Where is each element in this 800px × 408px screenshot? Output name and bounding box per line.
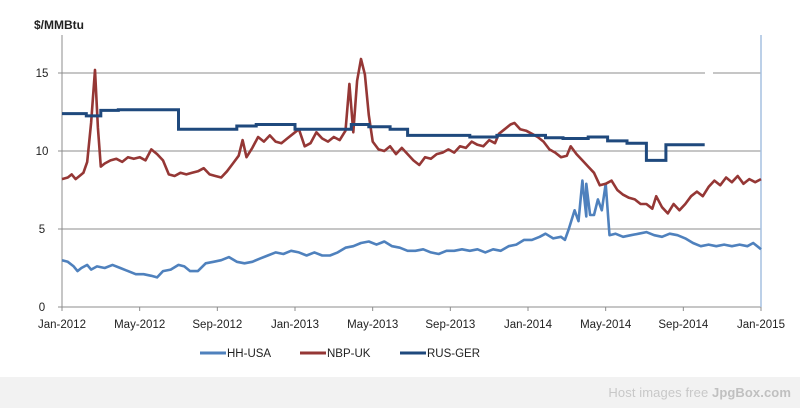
y-tick-label: 0	[39, 302, 45, 314]
legend-label: NBP-UK	[327, 348, 371, 360]
legend-label: RUS-GER	[427, 348, 480, 360]
y-tick-label: 15	[36, 68, 49, 80]
x-tick-label: Jan-2013	[271, 319, 319, 331]
legend-label: HH-USA	[227, 348, 271, 360]
legend-item-rus-ger: RUS-GER	[400, 348, 480, 360]
y-tick-label: 10	[36, 146, 49, 158]
axes: 0 5 10 15 Jan-2012 May-2012 Sep-2012 Jan-2013 Ma…	[36, 35, 785, 331]
legend: HH-USA NBP-UK RUS-GER	[200, 348, 480, 360]
series-nbp-uk-line	[61, 57, 762, 215]
x-tick-label: Sep-2013	[425, 319, 475, 331]
legend-item-nbp-uk: NBP-UK	[300, 348, 371, 360]
x-tick-label: May-2014	[580, 319, 632, 331]
footer-watermark[interactable]: Host images free JpgBox.com	[608, 385, 791, 400]
legend-item-hh-usa: HH-USA	[200, 348, 271, 360]
x-tick-label: Jan-2015	[737, 319, 785, 331]
series-rus-ger-line	[62, 108, 705, 162]
footer-prefix: Host images free	[608, 385, 712, 400]
y-axis-label: $/MMBtu	[34, 18, 84, 32]
footer-brand: JpgBox.com	[711, 385, 791, 400]
x-tick-label: Sep-2014	[658, 319, 708, 331]
x-tick-label: Sep-2012	[192, 319, 242, 331]
chart: 0 5 10 15 Jan-2012 May-2012 Sep-2012 Jan-2013 Ma…	[36, 35, 785, 360]
x-tick-label: May-2013	[347, 319, 398, 331]
x-tick-label: Jan-2014	[504, 319, 553, 331]
x-tick-label: May-2012	[114, 319, 165, 331]
x-tick-label: Jan-2012	[38, 319, 86, 331]
footer-bar: Host images free JpgBox.com	[0, 377, 800, 408]
gridlines	[62, 72, 761, 230]
series-hh-usa-line	[61, 179, 762, 279]
y-tick-label: 5	[39, 224, 45, 236]
series-lines	[61, 57, 762, 279]
